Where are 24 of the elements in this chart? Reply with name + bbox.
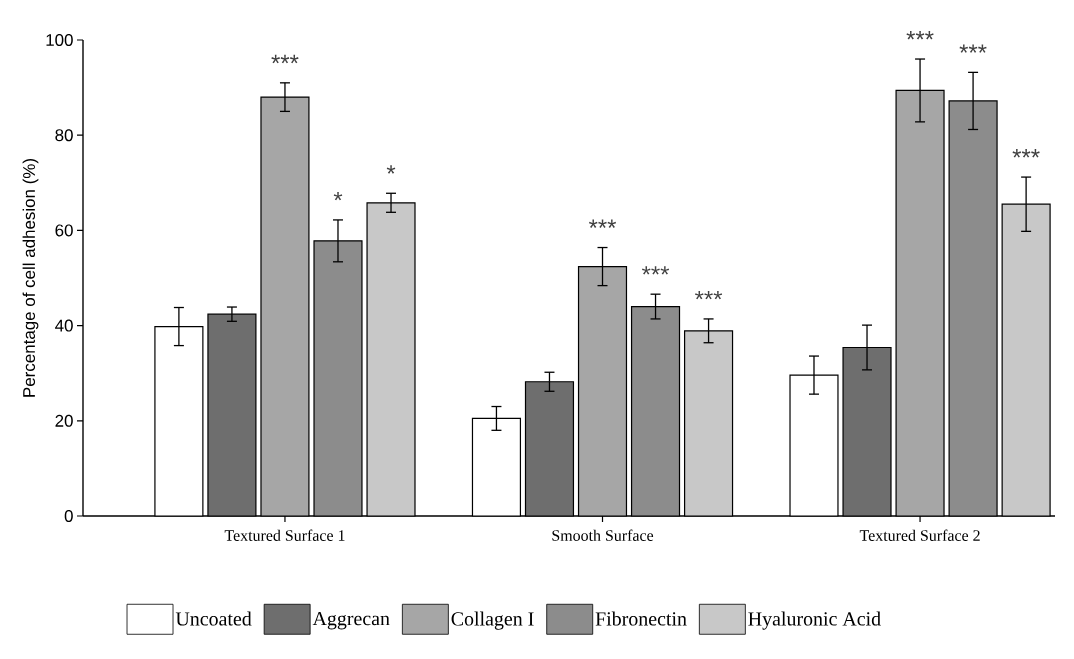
data-label: ***: [906, 31, 934, 40]
legend-label: Fibronectin: [595, 611, 687, 626]
legend-label: Aggrecan: [312, 611, 390, 630]
x-tick-label: Smooth Surface: [552, 529, 654, 541]
data-label: *: [386, 165, 396, 174]
data-label: ***: [271, 54, 299, 64]
legend-label: Hyaluronic Acid: [748, 611, 881, 630]
y-tick-label: 80: [55, 129, 73, 142]
y-tick-label: 40: [55, 319, 73, 332]
x-tick-label: Textured Surface 2: [859, 529, 980, 541]
x-tick-label: Textured Surface 1: [224, 529, 345, 541]
data-label: *: [333, 191, 343, 201]
data-label: ***: [641, 266, 670, 275]
y-tick-label: 100: [46, 33, 73, 46]
y-tick-label: 20: [55, 414, 73, 427]
data-label: ***: [1012, 149, 1040, 158]
legend-label: Collagen I: [451, 611, 534, 630]
data-label: ***: [695, 290, 723, 300]
y-tick-label: 60: [55, 224, 73, 237]
y-axis-title: Percentage of cell adhesion (%): [22, 159, 39, 397]
y-tick-label: 0: [64, 510, 73, 522]
data-label: ***: [588, 219, 617, 228]
data-label: ***: [959, 44, 987, 53]
legend-label: Uncoated: [175, 611, 252, 626]
